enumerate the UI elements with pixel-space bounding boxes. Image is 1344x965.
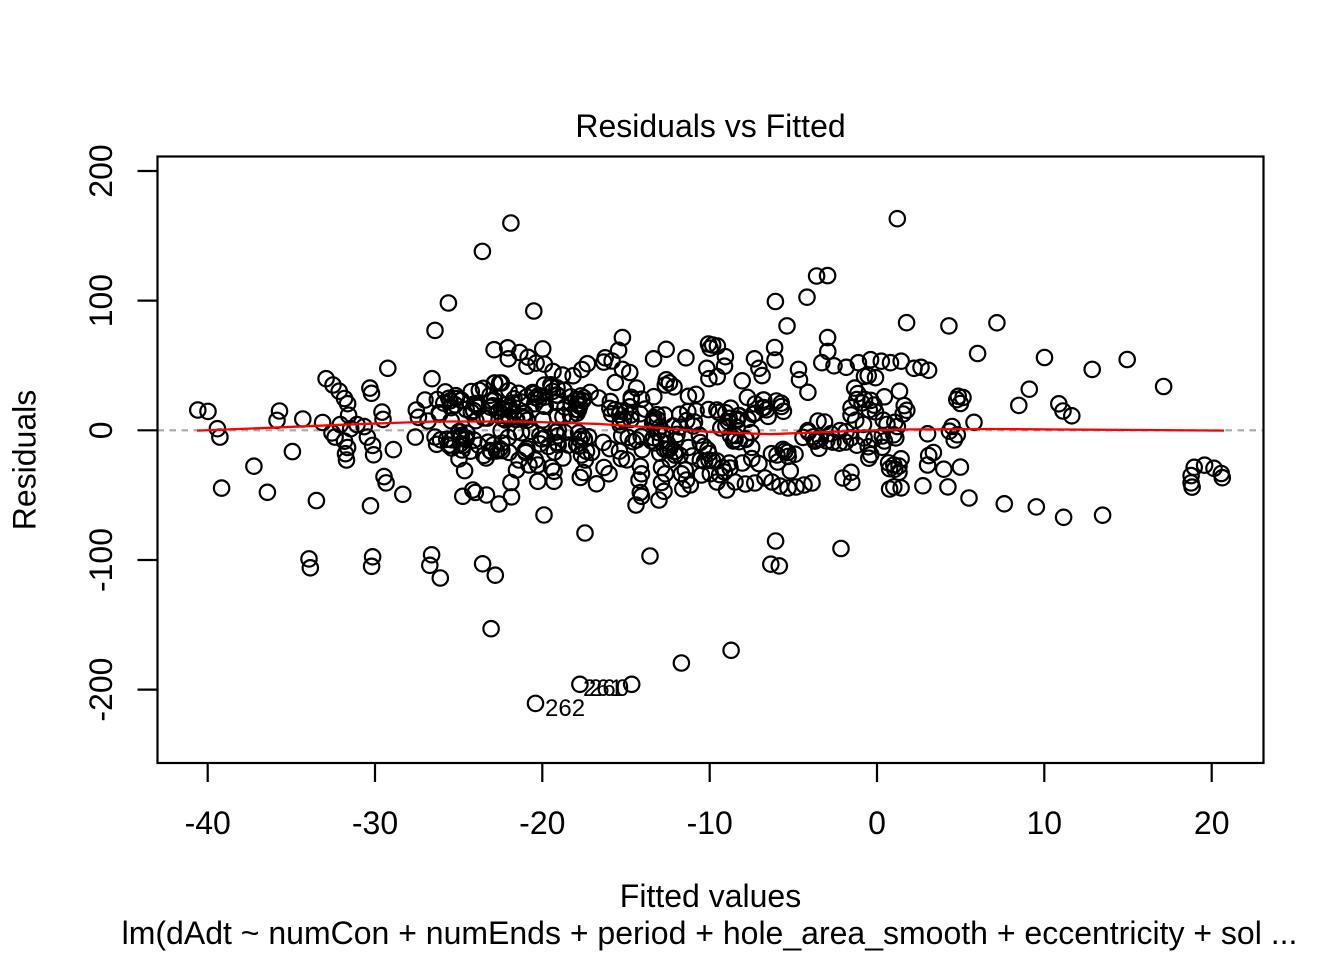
svg-text:-200: -200 (83, 658, 119, 722)
svg-text:-10: -10 (687, 805, 733, 841)
svg-text:20: 20 (1194, 805, 1230, 841)
svg-text:200: 200 (83, 144, 119, 197)
svg-text:Residuals vs Fitted: Residuals vs Fitted (575, 108, 845, 144)
svg-text:lm(dAdt ~ numCon + numEnds + p: lm(dAdt ~ numCon + numEnds + period + ho… (122, 915, 1298, 951)
svg-text:-100: -100 (83, 528, 119, 592)
svg-text:0: 0 (83, 421, 119, 439)
svg-text:262: 262 (545, 695, 585, 722)
svg-text:261: 261 (583, 675, 623, 702)
svg-text:260: 260 (589, 675, 629, 702)
svg-text:0: 0 (868, 805, 886, 841)
svg-text:-40: -40 (185, 805, 231, 841)
svg-text:Fitted values: Fitted values (620, 878, 801, 914)
svg-text:-30: -30 (352, 805, 398, 841)
svg-text:-20: -20 (519, 805, 565, 841)
svg-text:10: 10 (1027, 805, 1063, 841)
svg-text:Residuals: Residuals (7, 390, 43, 531)
svg-text:100: 100 (83, 274, 119, 327)
